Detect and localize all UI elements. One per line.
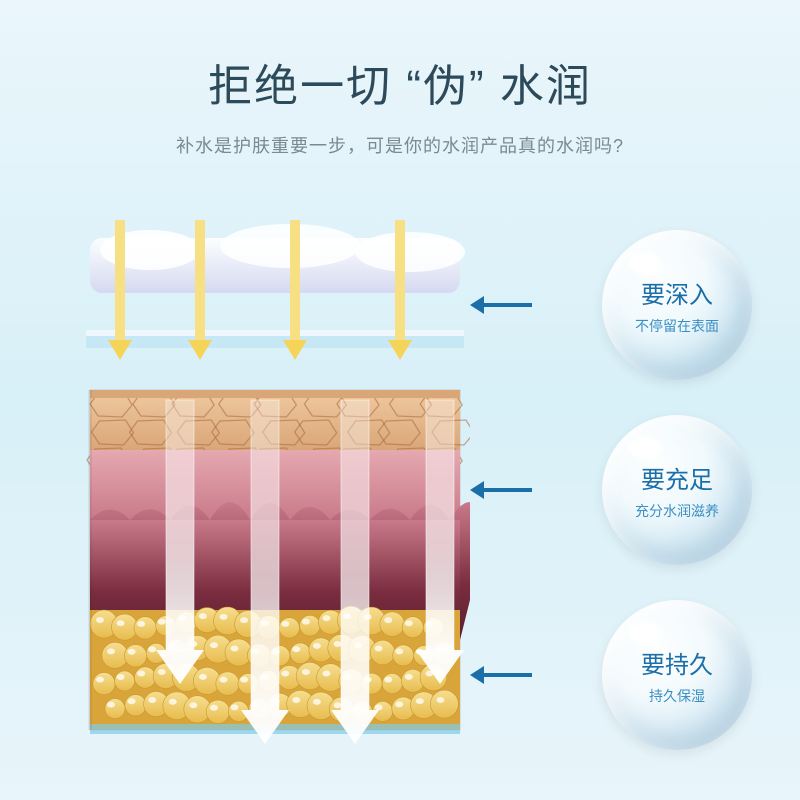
skin-diagram — [50, 210, 470, 750]
subtitle: 补水是护肤重要一步，可是你的水润产品真的水润吗? — [0, 132, 800, 158]
title-post: 水润 — [500, 62, 592, 111]
bubble-row: 要持久持久保湿 — [542, 600, 752, 750]
bubble-row: 要充足充分水润滋养 — [542, 415, 752, 565]
title-pre: 拒绝一切 — [208, 62, 392, 111]
title-quote-open: “ — [406, 62, 423, 111]
bubble-title: 要深入 — [641, 275, 713, 310]
bubble-title: 要充足 — [641, 460, 713, 495]
main-title: 拒绝一切 “伪” 水润 — [0, 50, 800, 114]
info-bubble: 要持久持久保湿 — [602, 600, 752, 750]
info-bubble: 要深入不停留在表面 — [602, 230, 752, 380]
arrow-left-icon — [472, 488, 532, 492]
bubble-subtitle: 充分水润滋养 — [635, 501, 719, 521]
title-accent: 伪 — [423, 62, 469, 111]
title-quote-close: ” — [469, 62, 486, 111]
bubble-subtitle: 不停留在表面 — [635, 316, 719, 336]
content-area: 要深入不停留在表面要充足充分水润滋养要持久持久保湿 — [0, 210, 800, 770]
header: 拒绝一切 “伪” 水润 补水是护肤重要一步，可是你的水润产品真的水润吗? — [0, 0, 800, 158]
arrow-left-icon — [472, 303, 532, 307]
bubble-title: 要持久 — [641, 645, 713, 680]
bubble-row: 要深入不停留在表面 — [542, 230, 752, 380]
bubble-subtitle: 持久保湿 — [649, 686, 705, 706]
bubble-column: 要深入不停留在表面要充足充分水润滋养要持久持久保湿 — [542, 230, 752, 750]
arrow-left-icon — [472, 673, 532, 677]
info-bubble: 要充足充分水润滋养 — [602, 415, 752, 565]
